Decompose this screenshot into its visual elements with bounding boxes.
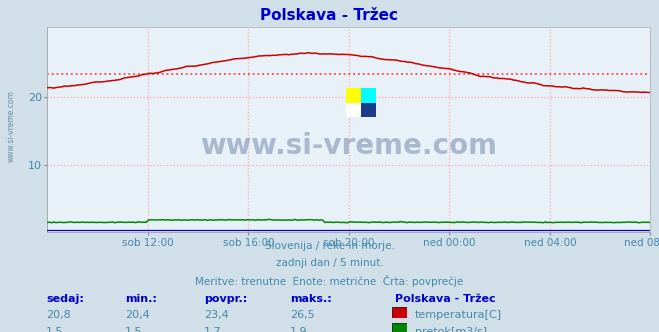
Text: min.:: min.: <box>125 294 157 304</box>
Text: 20,8: 20,8 <box>46 310 71 320</box>
Text: Meritve: trenutne  Enote: metrične  Črta: povprečje: Meritve: trenutne Enote: metrične Črta: … <box>195 275 464 287</box>
Text: Polskava - Tržec: Polskava - Tržec <box>260 8 399 23</box>
Text: maks.:: maks.: <box>290 294 331 304</box>
Text: www.si-vreme.com: www.si-vreme.com <box>7 90 16 162</box>
Text: pretok[m3/s]: pretok[m3/s] <box>415 327 487 332</box>
Text: povpr.:: povpr.: <box>204 294 248 304</box>
Text: 1,5: 1,5 <box>46 327 64 332</box>
Text: 26,5: 26,5 <box>290 310 314 320</box>
Text: zadnji dan / 5 minut.: zadnji dan / 5 minut. <box>275 258 384 268</box>
Text: www.si-vreme.com: www.si-vreme.com <box>200 132 498 160</box>
Text: sedaj:: sedaj: <box>46 294 84 304</box>
Text: Polskava - Tržec: Polskava - Tržec <box>395 294 496 304</box>
Text: 1,5: 1,5 <box>125 327 143 332</box>
Text: 1,7: 1,7 <box>204 327 222 332</box>
Text: 1,9: 1,9 <box>290 327 308 332</box>
Text: Slovenija / reke in morje.: Slovenija / reke in morje. <box>264 241 395 251</box>
Text: 23,4: 23,4 <box>204 310 229 320</box>
Text: temperatura[C]: temperatura[C] <box>415 310 502 320</box>
Text: 20,4: 20,4 <box>125 310 150 320</box>
